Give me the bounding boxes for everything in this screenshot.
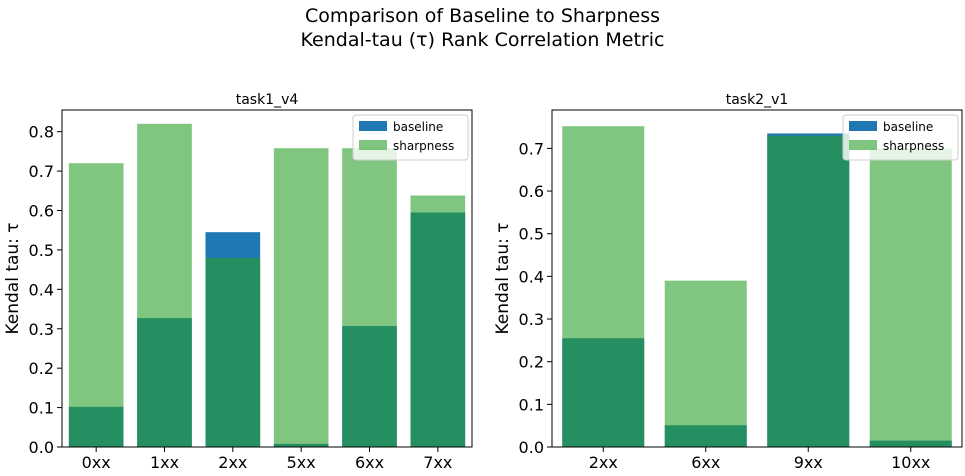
- axes-frame: [551, 109, 963, 448]
- legend-label-sharpness: sharpness: [393, 139, 454, 153]
- bar-sharpness-6xx: [664, 280, 747, 447]
- legend-swatch-sharpness: [849, 140, 877, 150]
- x-tick-label: 2xx: [218, 453, 247, 472]
- axes-title: task1_v4: [236, 92, 299, 108]
- y-tick-label: 0.4: [29, 280, 54, 299]
- legend-label-baseline: baseline: [883, 120, 933, 134]
- x-tick-label: 1xx: [150, 453, 179, 472]
- bar-sharpness-1xx: [137, 123, 192, 447]
- y-tick-label: 0.6: [29, 202, 54, 221]
- x-tick-label: 0xx: [82, 453, 111, 472]
- y-tick-label: 0.7: [519, 139, 544, 158]
- axes-title: task2_v1: [726, 92, 789, 108]
- bar-sharpness-6xx: [342, 148, 397, 448]
- y-tick-label: 0.1: [29, 399, 54, 418]
- y-tick-label: 0.5: [29, 241, 54, 260]
- axes-frame: [61, 109, 473, 448]
- y-tick-label: 0.3: [519, 310, 544, 329]
- bar-sharpness-5xx: [273, 148, 329, 448]
- bar-sharpness-2xx: [205, 257, 261, 447]
- x-tick-label: 10xx: [891, 453, 930, 472]
- y-tick-label: 0.7: [29, 162, 54, 181]
- x-tick-label: 2xx: [589, 453, 618, 472]
- y-tick-label: 0.6: [519, 182, 544, 201]
- bar-sharpness-0xx: [68, 163, 124, 448]
- y-tick-label: 0.4: [519, 267, 544, 286]
- bar-sharpness-7xx: [410, 195, 466, 447]
- legend: baseline sharpness: [842, 114, 959, 161]
- bar-sharpness-9xx: [767, 135, 850, 447]
- figure-title-line-2: Kendal-tau (τ) Rank Correlation Metric: [300, 29, 665, 51]
- legend-swatch-baseline: [849, 121, 877, 131]
- legend: baseline sharpness: [352, 114, 469, 161]
- y-tick-label: 0.1: [519, 395, 544, 414]
- legend-swatch-sharpness: [359, 140, 387, 150]
- x-tick-label: 6xx: [355, 453, 384, 472]
- y-tick-label: 0.5: [519, 225, 544, 244]
- bar-sharpness-10xx: [869, 148, 952, 448]
- legend-swatch-baseline: [359, 121, 387, 131]
- figure-title-line-1: Comparison of Baseline to Sharpness: [304, 5, 660, 27]
- x-tick-label: 6xx: [691, 453, 720, 472]
- legend-label-baseline: baseline: [393, 120, 443, 134]
- y-tick-label: 0.2: [519, 353, 544, 372]
- x-tick-label: 9xx: [794, 453, 823, 472]
- y-tick-label: 0.2: [29, 359, 54, 378]
- y-tick-label: 0.0: [29, 438, 54, 457]
- y-tick-label: 0.3: [29, 320, 54, 339]
- x-tick-label: 7xx: [423, 453, 452, 472]
- x-tick-label: 5xx: [287, 453, 316, 472]
- y-axis-label: Kendal tau: τ: [3, 222, 23, 334]
- y-axis-label: Kendal tau: τ: [493, 222, 513, 334]
- legend-label-sharpness: sharpness: [883, 139, 944, 153]
- bar-sharpness-2xx: [562, 126, 645, 447]
- y-tick-label: 0.0: [519, 438, 544, 457]
- y-tick-label: 0.8: [29, 123, 54, 142]
